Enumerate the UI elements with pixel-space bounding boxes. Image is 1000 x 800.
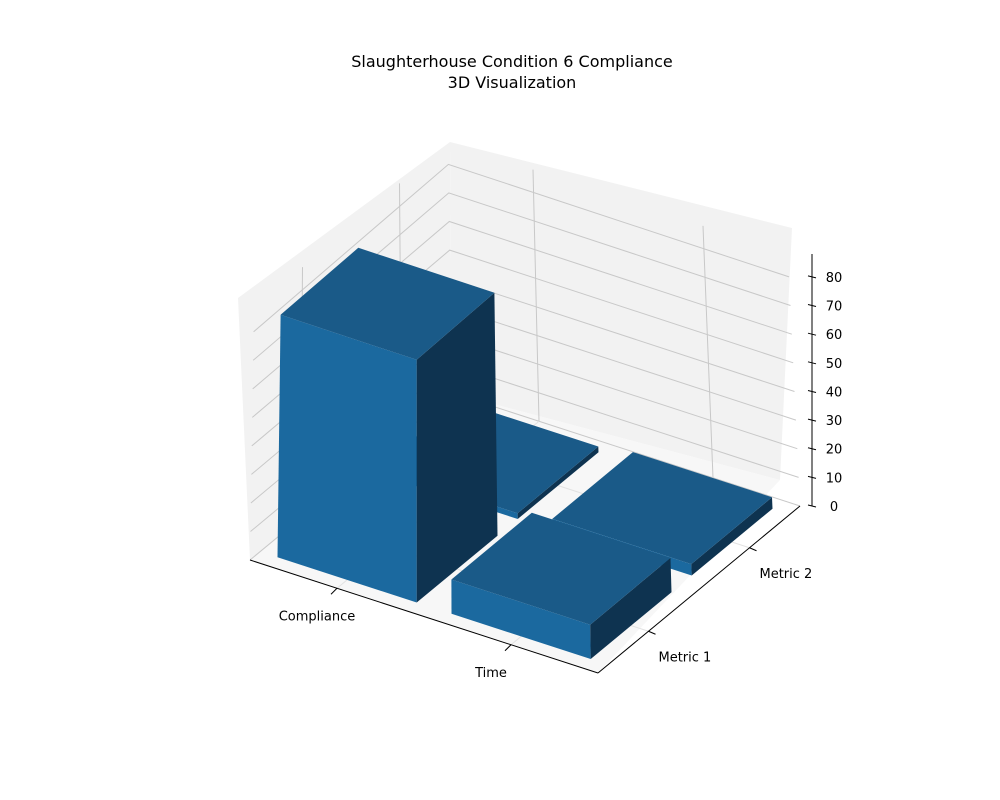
bar-side-face: [691, 497, 773, 576]
z-tick-mark: [807, 275, 817, 279]
x-tick-mark: [504, 644, 512, 652]
z-gridline: [253, 163, 790, 333]
y-tick-mark: [749, 547, 757, 552]
z-tick-mark: [807, 475, 817, 479]
z-tick-label: 20: [826, 443, 843, 458]
z-tick-label: 50: [826, 357, 843, 372]
axis-lines: [249, 254, 813, 674]
bar-top-face: [552, 452, 772, 565]
chart-title: Slaughterhouse Condition 6 Compliance: [351, 52, 672, 71]
z-tick-label: 80: [826, 271, 843, 286]
chart-subtitle: 3D Visualization: [448, 73, 577, 92]
bar: [451, 512, 672, 659]
bar: [277, 247, 498, 603]
z-tick-label: 40: [826, 385, 843, 400]
z-tick-label: 0: [830, 500, 838, 515]
x-tick-label: Compliance: [279, 609, 356, 624]
z-tick-label: 60: [826, 328, 843, 343]
bars: [277, 247, 773, 659]
y-tick-label: Metric 2: [760, 567, 813, 582]
z-tick-mark: [807, 332, 817, 336]
bar-top-face: [451, 512, 671, 625]
bar-side-face: [590, 557, 672, 659]
z-tick-mark: [807, 447, 817, 451]
y-tick-mark: [648, 630, 656, 635]
z-tick-label: 70: [826, 300, 843, 315]
bar-front-face: [451, 579, 591, 659]
bar-top-face: [280, 247, 495, 360]
x-tick-mark: [330, 587, 338, 595]
x-tick-label: Time: [474, 666, 507, 681]
z-tick-mark: [807, 304, 817, 308]
bar-side-face: [416, 292, 498, 603]
x-gridline: [532, 169, 540, 422]
z-tick-mark: [807, 504, 817, 508]
z-tick-mark: [807, 361, 817, 365]
z-tick-label: 10: [826, 471, 843, 486]
y-tick-label: Metric 1: [659, 650, 712, 665]
pane-back: [450, 142, 792, 480]
z-tick-label: 30: [826, 414, 843, 429]
z-tick-mark: [807, 418, 817, 422]
y-axis-line: [597, 505, 801, 674]
bar-front-face: [277, 314, 417, 603]
bar-side-face: [517, 446, 599, 519]
x-gridline: [702, 225, 714, 478]
z-tick-mark: [807, 389, 817, 393]
tick-labels: 0 10 20 30 40 50 60 70 80 Compliance Time Metric 1 M…: [279, 271, 843, 681]
x-axis-line: [249, 559, 599, 674]
